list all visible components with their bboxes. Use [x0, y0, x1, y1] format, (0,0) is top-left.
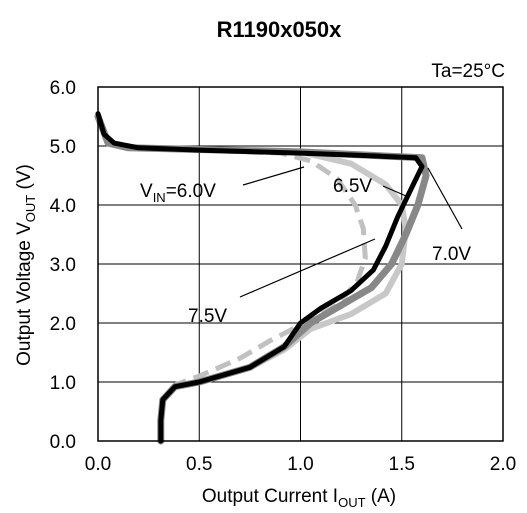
y-tick-label: 3.0: [50, 255, 76, 276]
x-tick-label: 0.5: [186, 454, 212, 475]
y-axis-label-unit: (V): [14, 164, 35, 195]
series-layer: [94, 111, 430, 445]
y-tick-labels: 0.0 1.0 2.0 3.0 4.0 5.0 6.0: [50, 78, 76, 453]
series-label-6v0: VIN=6.0V: [140, 181, 216, 205]
y-axis-label-main: Output Voltage V: [14, 222, 35, 366]
series-label-6v5: 6.5V: [333, 176, 372, 197]
y-axis-label: Output Voltage VOUT (V): [14, 164, 38, 366]
y-tick-label: 1.0: [50, 373, 76, 394]
x-axis-label-sub: OUT: [338, 495, 366, 510]
series-label-7v0: 7.0V: [432, 244, 471, 265]
x-axis-label-unit: (A): [366, 486, 397, 507]
chart-title: R1190x050x: [217, 17, 343, 42]
y-axis-label-sub: OUT: [23, 195, 38, 223]
series-label-7v5: 7.5V: [188, 306, 227, 327]
callout-line-7v5: [239, 238, 376, 298]
callout-line-6v0: [242, 166, 305, 186]
y-tick-label: 5.0: [50, 137, 76, 158]
series-line-7-0v: [94, 113, 430, 445]
x-axis-label: Output Current IOUT (A): [202, 486, 396, 510]
x-tick-labels: 0.0 0.5 1.0 1.5 2.0: [85, 454, 516, 475]
series-line-7-5v: [95, 111, 425, 444]
x-tick-label: 0.0: [85, 454, 111, 475]
x-axis-label-main: Output Current I: [202, 486, 338, 507]
x-tick-label: 1.5: [389, 454, 415, 475]
plot-frame: [97, 86, 504, 442]
y-tick-label: 2.0: [50, 314, 76, 335]
series-line-v-in-6-0v: [95, 115, 368, 441]
y-tick-label: 4.0: [50, 196, 76, 217]
callout-line-6v5: [382, 185, 407, 197]
y-tick-label: 6.0: [50, 78, 76, 99]
callout-line-7v0: [427, 167, 463, 230]
series-callouts: VIN=6.0V 6.5V 7.0V 7.5V: [140, 166, 471, 327]
temperature-annotation: Ta=25°C: [431, 61, 505, 82]
y-tick-label: 0.0: [50, 432, 76, 453]
x-tick-label: 1.0: [287, 454, 313, 475]
x-tick-label: 2.0: [490, 454, 516, 475]
